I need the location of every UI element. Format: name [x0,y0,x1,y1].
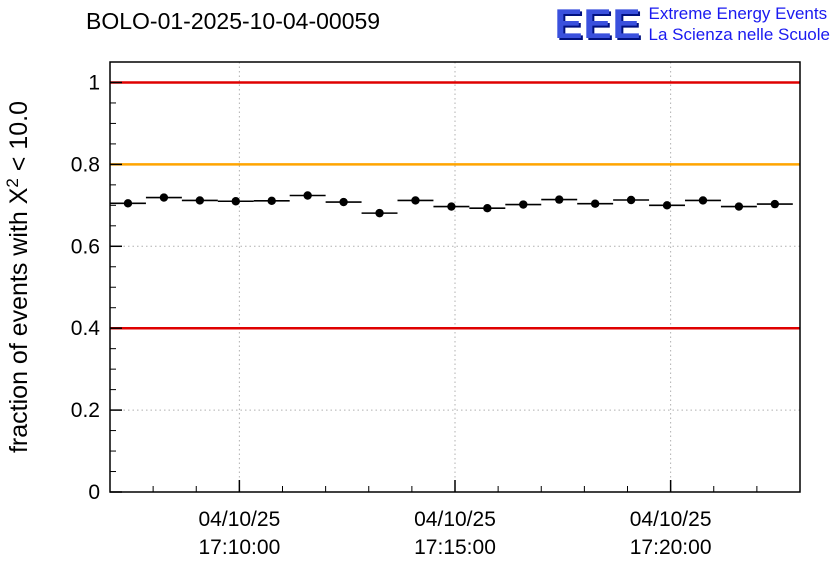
data-point [303,191,312,200]
data-point [555,195,564,204]
chart-title: BOLO-01-2025-10-04-00059 [86,8,381,34]
x-tick-time-label: 17:15:00 [414,536,496,559]
data-point [159,193,169,202]
data-point [447,202,456,211]
y-tick-label: 0.2 [71,399,100,422]
y-tick-label: 0.8 [71,153,100,176]
data-point [698,196,708,205]
x-tick-date-label: 04/10/25 [630,508,712,531]
data-point [590,199,600,208]
x-tick-date-label: 04/10/25 [414,508,496,531]
data-point [231,197,240,206]
data-point [123,199,133,208]
data-point [267,196,276,206]
data-point [519,200,528,209]
eee-logo-line1: Extreme Energy Events [648,4,828,23]
x-tick-time-label: 17:20:00 [630,536,712,559]
data-point [375,208,384,218]
eee-logo-line2: La Scienza nelle Scuole [648,25,830,45]
x-tick-time-label: 17:10:00 [199,536,281,559]
y-tick-label: 0 [88,481,100,504]
data-point [411,196,420,205]
data-point [734,202,744,211]
data-point [626,195,636,205]
eee-logo-acronym: EEE [554,0,642,48]
y-tick-label: 1 [88,71,100,94]
y-tick-label: 0.4 [71,317,101,340]
data-point [339,197,348,207]
data-point [770,199,780,209]
y-axis-title: fraction of events with X2 < 10.0 [3,101,33,453]
data-point [483,204,492,213]
eee-logo: EEE Extreme Energy Events La Scienza nel… [554,3,830,46]
eee-logo-text: Extreme Energy Events La Scienza nelle S… [649,3,830,46]
y-tick-label: 0.6 [71,235,100,258]
data-point [195,196,205,205]
x-tick-date-label: 04/10/25 [199,508,281,531]
data-point [662,201,672,210]
